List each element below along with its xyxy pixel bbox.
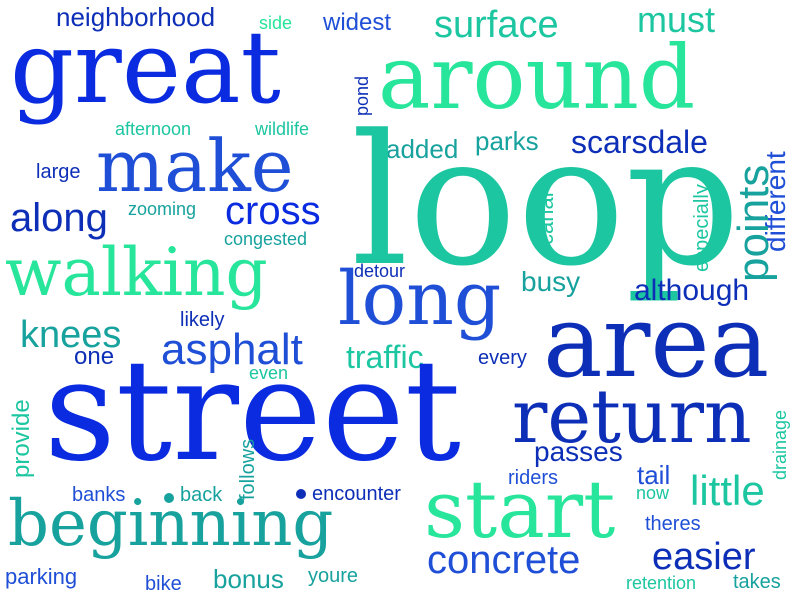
word-traffic: traffic <box>346 339 424 375</box>
word-return: return <box>512 374 752 460</box>
word-youre: youre <box>308 565 359 587</box>
word-detour: detour <box>354 261 406 281</box>
word-busy: busy <box>521 266 581 297</box>
word-canal: canal <box>533 192 558 245</box>
word-start: start <box>424 463 616 556</box>
word-wildlife: wildlife <box>255 119 310 139</box>
word-theres: theres <box>645 513 701 535</box>
word-must: must <box>637 0 716 40</box>
word-points: points <box>729 164 778 282</box>
word-area: area <box>543 283 770 400</box>
word-easier: easier <box>652 536 756 578</box>
word-likely: likely <box>180 309 225 331</box>
word-loop: loop <box>351 97 741 306</box>
word-parking: parking <box>5 564 78 589</box>
word-parks: parks <box>475 126 539 156</box>
word-back: back <box>180 484 223 506</box>
word-banks: banks <box>72 484 126 506</box>
word-especially: especially <box>691 184 713 272</box>
word-beginning: beginning <box>8 487 334 561</box>
word-encounter-dot <box>296 489 306 499</box>
word-around: around <box>378 26 696 129</box>
word-congested: congested <box>224 229 308 249</box>
word-retention: retention <box>626 573 697 593</box>
word-afternoon: afternoon <box>115 119 192 139</box>
word-one: one <box>74 343 115 370</box>
word-surface: surface <box>434 4 559 46</box>
word-drainage: drainage <box>770 409 790 480</box>
word-takes: takes <box>733 571 781 593</box>
word-widest: widest <box>323 9 392 36</box>
word-bonus: bonus <box>213 564 284 594</box>
word-concrete: concrete <box>427 538 581 582</box>
word-tail: tail <box>637 460 671 490</box>
word-every: every <box>478 347 527 369</box>
word-along: along <box>10 196 108 240</box>
word-even: even <box>249 363 289 383</box>
word-large: large <box>36 161 81 183</box>
word-bike: bike <box>145 573 182 595</box>
word-little: little <box>690 467 765 514</box>
word-great: great <box>10 9 281 126</box>
word-side: side <box>259 13 293 33</box>
word-added: added <box>386 134 459 164</box>
word-scarsdale: scarsdale <box>571 124 708 160</box>
word-asphalt: asphalt <box>161 325 303 374</box>
word-passes: passes <box>534 436 623 467</box>
word-walking: walking <box>5 234 268 311</box>
word-riders: riders <box>508 467 559 489</box>
word-encounter: encounter <box>312 483 401 505</box>
word-cross: cross <box>225 189 321 233</box>
word-now: now <box>636 483 670 503</box>
word-neighborhood: neighborhood <box>56 2 216 32</box>
word-long: long <box>338 256 502 342</box>
word-zooming: zooming <box>128 199 197 219</box>
word-knees: knees <box>20 314 122 356</box>
word-back-dot <box>164 493 174 503</box>
word-although: although <box>634 274 750 307</box>
word-provide: provide <box>8 399 35 478</box>
word-make: make <box>96 124 294 208</box>
word-street: street <box>44 330 461 493</box>
